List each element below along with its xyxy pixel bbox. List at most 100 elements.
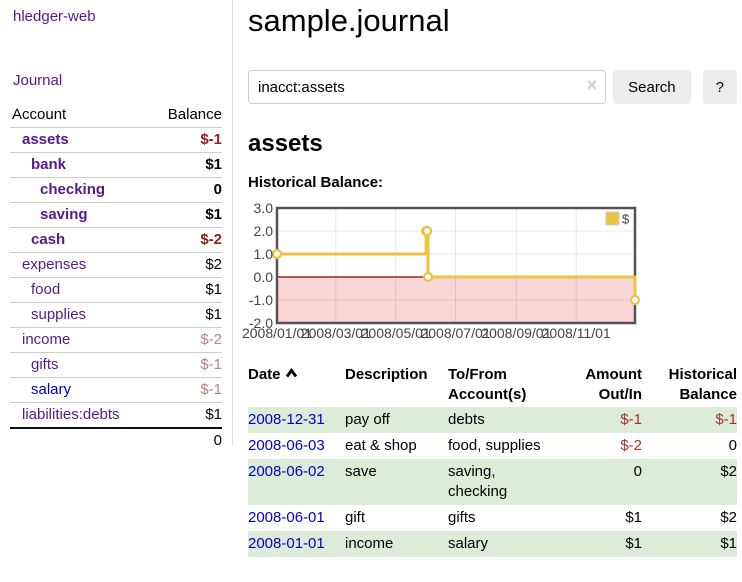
account-balance: $-2	[151, 227, 222, 253]
svg-text:-2.0: -2.0	[249, 315, 273, 331]
account-balance: $2	[151, 252, 222, 278]
register-row: 2008-12-31 pay off debts $-1 $-1	[248, 407, 737, 433]
account-balance: $-1	[151, 352, 222, 378]
chart-canvas: $3.0 2.0 1.0 0.0 -1.0 -2.02008/01/012008/03/0…	[242, 200, 641, 341]
transaction-date-link[interactable]: 2008-01-01	[248, 535, 325, 552]
svg-text:$: $	[622, 212, 630, 227]
account-row-supplies: supplies $1	[10, 302, 222, 328]
account-balance: $1	[151, 277, 222, 303]
svg-text:2008/07/01: 2008/07/01	[420, 325, 490, 341]
page-title: sample.journal	[248, 3, 450, 38]
svg-text:2008/09/01: 2008/09/01	[481, 325, 551, 341]
account-balance: $1	[151, 152, 222, 178]
accounts-header-balance: Balance	[151, 103, 222, 128]
account-balance: $1	[151, 302, 222, 328]
register-header-description: Description	[345, 366, 428, 383]
register-table: Date Description To/From Account(s) Amou…	[248, 363, 737, 557]
transaction-accounts: food, supplies	[448, 437, 541, 454]
app-brand-link[interactable]: hledger-web	[13, 8, 96, 25]
svg-text:1.0: 1.0	[254, 246, 274, 262]
svg-text:2008/01/01: 2008/01/01	[242, 325, 312, 341]
transaction-balance: $-1	[642, 407, 737, 433]
accounts-balance-table: Account Balance assets $-1 bank $1 check…	[10, 103, 222, 453]
account-heading: assets	[248, 130, 323, 157]
account-link-bank[interactable]: bank	[31, 156, 67, 173]
account-row-cash: cash $-2	[10, 227, 222, 253]
search-form: × Search ?	[248, 70, 737, 104]
account-link-gifts[interactable]: gifts	[31, 356, 59, 373]
account-link-salary[interactable]: salary	[31, 381, 72, 398]
transaction-amount: $1	[566, 531, 642, 557]
register-header-date[interactable]: Date	[248, 363, 345, 407]
nav-journal-link[interactable]: Journal	[13, 72, 63, 89]
account-link-food[interactable]: food	[31, 281, 61, 298]
search-button[interactable]: Search	[613, 70, 691, 104]
transaction-date-link[interactable]: 2008-06-01	[248, 509, 325, 526]
transaction-balance: $2	[642, 459, 737, 505]
transaction-accounts: salary	[448, 531, 566, 557]
register-row: 2008-06-02 save saving, checking 0 $2	[248, 459, 737, 505]
register-row: 2008-06-01 gift gifts $1 $2	[248, 505, 737, 531]
account-link-cash[interactable]: cash	[31, 231, 66, 248]
register-row: 2008-01-01 income salary $1 $1	[248, 531, 737, 557]
accounts-total-value: 0	[151, 427, 222, 453]
account-row-income: income $-2	[10, 327, 222, 353]
svg-text:3.0: 3.0	[254, 200, 274, 216]
account-link-checking[interactable]: checking	[40, 181, 106, 198]
account-link-assets[interactable]: assets	[22, 131, 69, 148]
register-header-accounts: To/From Account(s)	[448, 366, 527, 403]
register-row: 2008-06-03 eat & shop food, supplies $-2…	[248, 433, 737, 459]
account-row-salary: salary $-1	[10, 377, 222, 403]
account-row-food: food $1	[10, 277, 222, 303]
transaction-amount: $1	[625, 509, 642, 526]
accounts-header-row: Account Balance	[10, 103, 222, 128]
transaction-balance: 0	[728, 437, 737, 454]
transaction-accounts: gifts	[448, 509, 476, 526]
account-row-saving: saving $1	[10, 202, 222, 228]
main-content: sample.journal × Search ? assets Histori…	[242, 0, 737, 557]
account-balance: $1	[151, 202, 222, 228]
account-link-saving[interactable]: saving	[40, 206, 88, 223]
transaction-accounts: saving, checking	[448, 459, 566, 505]
account-row-liabilities-debts: liabilities:debts $1	[10, 402, 222, 428]
transaction-accounts: debts	[448, 407, 566, 433]
clear-search-icon[interactable]: ×	[586, 75, 598, 95]
transaction-amount: 0	[566, 459, 642, 505]
transaction-description: pay off	[345, 407, 448, 433]
accounts-header-account: Account	[10, 103, 152, 128]
transaction-description: gift	[345, 509, 366, 526]
transaction-date-link[interactable]: 2008-06-02	[248, 463, 325, 480]
help-button[interactable]: ?	[702, 70, 737, 104]
transaction-balance: $2	[720, 509, 737, 526]
account-link-income[interactable]: income	[22, 331, 71, 348]
register-header-amount: Amount Out/In	[585, 366, 642, 403]
transaction-date-link[interactable]: 2008-12-31	[248, 411, 325, 428]
account-link-liabilities-debts[interactable]: liabilities:debts	[22, 406, 120, 423]
account-row-gifts: gifts $-1	[10, 352, 222, 378]
account-balance: $-2	[151, 327, 222, 353]
svg-text:-1.0: -1.0	[249, 292, 273, 308]
account-balance: 0	[151, 177, 222, 203]
transaction-amount: $-2	[620, 437, 642, 454]
transaction-amount: $-1	[566, 407, 642, 433]
chart-title: Historical Balance:	[248, 174, 384, 191]
svg-text:2.0: 2.0	[254, 223, 274, 239]
account-row-bank: bank $1	[10, 152, 222, 178]
accounts-total-row: 0	[10, 427, 222, 453]
account-balance: $-1	[200, 131, 222, 148]
svg-text:2008/11/01: 2008/11/01	[542, 325, 611, 341]
register-header-row: Date Description To/From Account(s) Amou…	[248, 363, 737, 407]
transaction-description: eat & shop	[345, 437, 417, 454]
account-row-assets: assets $-1	[10, 128, 222, 153]
account-link-expenses[interactable]: expenses	[22, 256, 87, 273]
svg-text:2008/05/01: 2008/05/01	[361, 325, 431, 341]
account-row-expenses: expenses $2	[10, 252, 222, 278]
sort-ascending-icon	[285, 365, 298, 385]
svg-text:0.0: 0.0	[254, 269, 274, 285]
sidebar: hledger-web Journal Account Balance asse…	[0, 0, 233, 453]
historical-balance-chart: $3.0 2.0 1.0 0.0 -1.0 -2.0 2008/01/01 2008/03/0…	[242, 200, 688, 349]
account-link-supplies[interactable]: supplies	[31, 306, 87, 323]
transaction-date-link[interactable]: 2008-06-03	[248, 437, 325, 454]
transaction-description: income	[345, 531, 448, 557]
search-input[interactable]	[248, 70, 607, 104]
